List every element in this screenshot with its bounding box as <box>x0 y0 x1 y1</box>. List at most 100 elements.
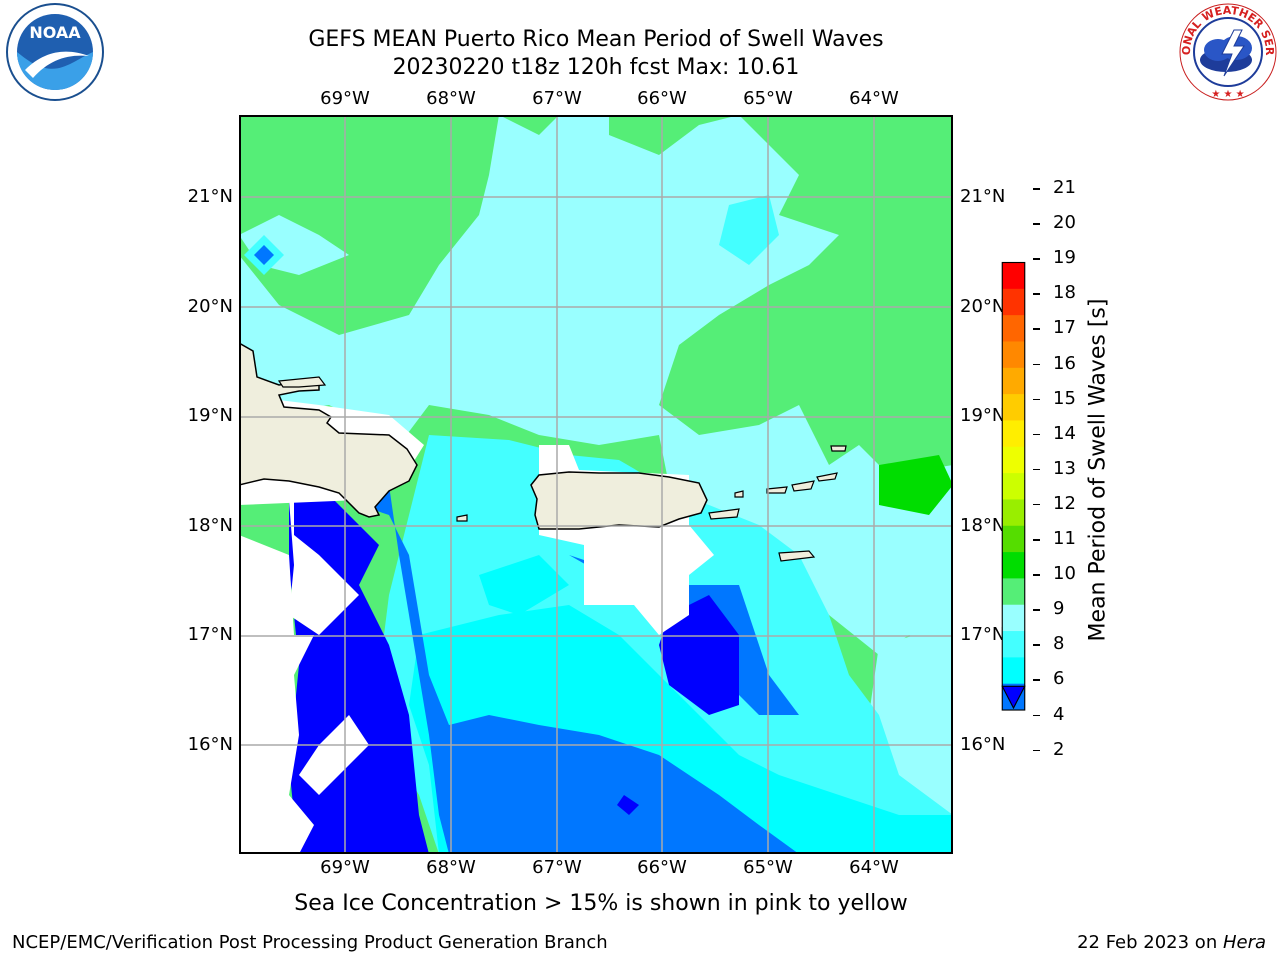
colorbar-segment <box>1002 315 1025 342</box>
lon-label-bottom: 67°W <box>532 857 582 878</box>
lon-label-top: 65°W <box>743 88 793 109</box>
colorbar <box>1001 261 1026 711</box>
lon-label-top: 64°W <box>849 88 899 109</box>
colorbar-tick-mark <box>1033 328 1040 330</box>
footer-credit: NCEP/EMC/Verification Post Processing Pr… <box>12 932 608 953</box>
colorbar-tick-label: 6 <box>1053 668 1065 690</box>
lat-label-left: 21°N <box>187 186 233 207</box>
sea-ice-note: Sea Ice Concentration > 15% is shown in … <box>294 891 908 916</box>
swell-period-map <box>239 115 953 854</box>
region-blue-east <box>569 555 799 715</box>
colorbar-tick-mark <box>1033 188 1040 190</box>
lat-label-left: 18°N <box>187 515 233 536</box>
map-gridlines <box>239 115 953 854</box>
region-deepblue-dot <box>617 795 639 815</box>
land-anegada <box>830 445 847 452</box>
lon-label-top: 69°W <box>320 88 370 109</box>
lon-label-bottom: 66°W <box>637 857 687 878</box>
region-blue-nw <box>254 245 274 265</box>
region-nodata-sw <box>239 535 314 854</box>
colorbar-tick-mark <box>1033 749 1040 752</box>
lat-label-right: 17°N <box>960 624 1006 645</box>
colorbar-tick-mark <box>1033 468 1040 471</box>
region-aqua-2 <box>479 555 569 615</box>
colorbar-tick-label: 12 <box>1053 492 1076 514</box>
lat-label-left: 19°N <box>187 405 233 426</box>
lat-label-right: 16°N <box>960 734 1006 755</box>
colorbar-tick-mark <box>1033 644 1040 646</box>
colorbar-tick-mark <box>1033 258 1040 260</box>
region-deepblue-east <box>659 595 739 715</box>
lat-label-right: 19°N <box>960 405 1006 426</box>
land-vieques <box>708 508 740 520</box>
land-st-john <box>791 480 815 492</box>
colorbar-tick-label: 13 <box>1053 457 1076 479</box>
lon-label-top: 68°W <box>426 88 476 109</box>
colorbar-tick-label: 17 <box>1053 317 1076 339</box>
colorbar-tick-mark <box>1033 293 1040 295</box>
noaa-logo: NOAA <box>6 3 104 101</box>
colorbar-tick-label: 8 <box>1053 633 1065 655</box>
colorbar-tick-mark <box>1033 679 1040 681</box>
chart-subtitle: 20230220 t18z 120h fcst Max: 10.61 <box>392 55 800 80</box>
lon-label-top: 67°W <box>532 88 582 109</box>
colorbar-tick-mark <box>1033 433 1040 436</box>
region-brightgreen <box>879 455 953 515</box>
colorbar-segment <box>1002 657 1025 685</box>
land-st-croix <box>778 550 816 562</box>
colorbar-segment <box>1002 420 1025 448</box>
colorbar-tick-label: 14 <box>1053 422 1076 444</box>
region-cyan-top <box>719 195 779 265</box>
colorbar-tick-label: 10 <box>1053 563 1076 585</box>
colorbar-label: Mean Period of Swell Waves [s] <box>1085 298 1111 642</box>
colorbar-tick-mark <box>1033 503 1040 506</box>
colorbar-tick-mark <box>1033 223 1040 225</box>
colorbar-segment <box>1002 367 1025 395</box>
land-cays <box>277 376 327 388</box>
colorbar-tick-mark <box>1033 609 1040 611</box>
colorbar-tick-label: 4 <box>1053 703 1065 725</box>
colorbar-tick-mark <box>1033 398 1040 401</box>
colorbar-segment <box>1002 552 1025 579</box>
lat-label-right: 20°N <box>960 296 1006 317</box>
lat-label-left: 16°N <box>187 734 233 755</box>
footer-date-text: 22 Feb 2023 on <box>1077 932 1223 953</box>
colorbar-tick-mark <box>1033 363 1040 365</box>
colorbar-segment <box>1002 341 1025 369</box>
colorbar-tick-label: 21 <box>1053 177 1076 198</box>
colorbar-tick-label: 20 <box>1053 212 1076 234</box>
region-blue <box>339 485 799 854</box>
colorbar-tick-label: 19 <box>1053 247 1076 269</box>
land-st-thomas <box>766 486 788 494</box>
lon-label-bottom: 68°W <box>426 857 476 878</box>
colorbar-segment <box>1002 604 1025 632</box>
land-mona <box>456 514 468 522</box>
colorbar-segment <box>1002 262 1025 290</box>
lat-label-right: 18°N <box>960 515 1006 536</box>
lon-label-bottom: 64°W <box>849 857 899 878</box>
colorbar-segment <box>1002 394 1025 421</box>
lon-label-top: 66°W <box>637 88 687 109</box>
land-puerto-rico <box>530 471 708 530</box>
colorbar-tick-mark <box>1033 539 1040 541</box>
colorbar-segment <box>1002 525 1025 553</box>
lon-label-bottom: 65°W <box>743 857 793 878</box>
chart-title: GEFS MEAN Puerto Rico Mean Period of Swe… <box>308 27 884 52</box>
colorbar-tick-mark <box>1033 574 1040 576</box>
colorbar-tick-label: 15 <box>1053 387 1076 409</box>
colorbar-tick-label: 18 <box>1053 282 1076 304</box>
colorbar-outline <box>1001 261 1026 711</box>
land-culebra <box>734 490 744 498</box>
lat-label-left: 17°N <box>187 624 233 645</box>
colorbar-segment <box>1002 499 1025 527</box>
colorbar-segment <box>1002 288 1025 316</box>
lat-label-right: 21°N <box>960 186 1006 207</box>
nws-logo: NATIONAL WEATHER SERVICE ★ ★ ★ <box>1178 2 1277 101</box>
colorbar-under-arrow <box>1001 685 1026 710</box>
colorbar-tick-label: 9 <box>1053 598 1065 620</box>
colorbar-tick-label: 2 <box>1053 738 1065 760</box>
region-nodata-sw2 <box>299 715 369 795</box>
lon-label-bottom: 69°W <box>320 857 370 878</box>
colorbar-segment <box>1002 473 1025 500</box>
footer-host: Hera <box>1222 932 1266 953</box>
